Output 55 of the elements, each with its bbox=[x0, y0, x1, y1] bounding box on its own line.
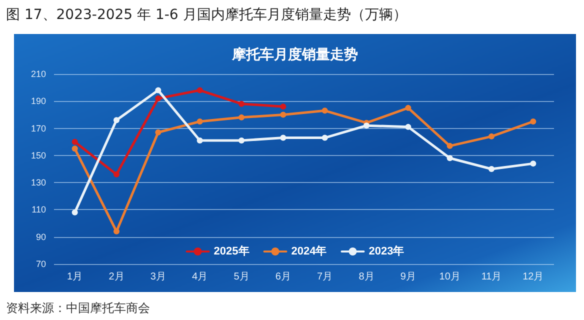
point bbox=[530, 118, 536, 124]
point bbox=[155, 129, 162, 136]
point bbox=[364, 122, 370, 129]
x-tick-label: 5月 bbox=[234, 272, 250, 282]
x-tick-label: 3月 bbox=[150, 272, 166, 282]
point bbox=[155, 87, 162, 94]
x-tick-label: 9月 bbox=[400, 272, 416, 282]
x-tick-label: 12月 bbox=[522, 272, 544, 282]
point bbox=[280, 104, 286, 110]
legend-label: 2024年 bbox=[291, 244, 327, 258]
point bbox=[322, 134, 328, 141]
point bbox=[488, 166, 494, 172]
point bbox=[405, 124, 412, 130]
x-tick-label: 4月 bbox=[192, 272, 208, 282]
x-tick-label: 8月 bbox=[358, 272, 374, 282]
point bbox=[238, 114, 244, 120]
y-tick-label: 70 bbox=[36, 259, 46, 269]
x-tick-label: 7月 bbox=[317, 272, 333, 282]
y-tick-label: 170 bbox=[30, 123, 46, 134]
point bbox=[72, 146, 78, 152]
point bbox=[446, 155, 453, 162]
point bbox=[196, 138, 203, 144]
point bbox=[280, 134, 286, 141]
point bbox=[238, 138, 244, 144]
x-tick-label: 6月 bbox=[275, 272, 291, 282]
x-tick-label: 11月 bbox=[481, 272, 502, 282]
point bbox=[446, 142, 453, 149]
x-tick-label: 1月 bbox=[67, 272, 83, 282]
point bbox=[280, 112, 286, 118]
y-tick-label: 110 bbox=[32, 204, 46, 215]
x-tick-label: 10月 bbox=[439, 272, 460, 282]
point bbox=[114, 171, 120, 178]
point bbox=[155, 95, 162, 102]
point bbox=[196, 118, 203, 124]
point bbox=[114, 228, 120, 234]
chart-title: 图 17、2023-2025 年 1-6 月国内摩托车月度销量走势（万辆） bbox=[6, 6, 407, 24]
point bbox=[488, 133, 494, 140]
x-tick-label: 2月 bbox=[108, 272, 124, 282]
y-tick-label: 210 bbox=[30, 69, 46, 79]
point bbox=[322, 108, 328, 114]
chart-subtitle: 摩托车月度销量走势 bbox=[231, 46, 358, 62]
point bbox=[196, 87, 203, 94]
legend-label: 2023年 bbox=[368, 244, 404, 258]
text: 资料来源：中国摩托车商会 bbox=[6, 300, 150, 317]
y-tick-label: 190 bbox=[30, 96, 46, 106]
point bbox=[72, 138, 78, 145]
point bbox=[238, 100, 244, 107]
point bbox=[405, 104, 412, 111]
y-tick-label: 130 bbox=[30, 178, 46, 188]
y-tick-label: 90 bbox=[36, 232, 46, 242]
point bbox=[114, 117, 120, 124]
legend-label: 2025年 bbox=[214, 244, 250, 258]
point bbox=[72, 209, 78, 216]
point bbox=[530, 160, 536, 167]
y-tick-label: 150 bbox=[30, 150, 46, 160]
